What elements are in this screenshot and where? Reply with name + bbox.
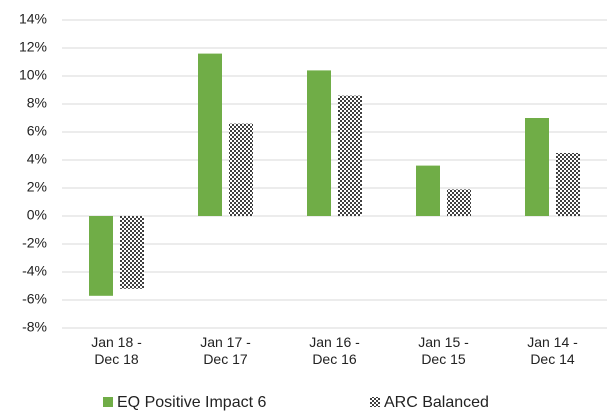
y-tick-label: 10% [19,67,47,83]
bar [525,118,549,216]
bar [89,216,113,296]
bar [416,165,440,216]
bar [229,123,253,216]
x-tick-label: Jan 17 - Dec 17 [200,334,251,367]
bar [447,189,471,216]
y-tick-label: -4% [22,263,47,279]
legend-swatch [370,397,380,407]
bar [556,153,580,216]
bar [120,216,144,289]
y-tick-label: 8% [27,95,47,111]
y-tick-label: 14% [19,11,47,27]
y-tick-label: -6% [22,291,47,307]
y-tick-label: 4% [27,151,47,167]
x-tick-label: Jan 14 - Dec 14 [527,334,578,367]
y-tick-label: 2% [27,179,47,195]
y-tick-label: 6% [27,123,47,139]
x-tick-label: Jan 15 - Dec 15 [418,334,469,367]
bar [198,53,222,216]
bar [338,95,362,216]
legend-label: EQ Positive Impact 6 [117,394,266,411]
y-tick-label: -2% [22,235,47,251]
x-tick-label: Jan 18 - Dec 18 [91,334,142,367]
y-tick-label: -8% [22,319,47,335]
y-tick-label: 12% [19,39,47,55]
y-tick-label: 0% [27,207,47,223]
legend-label: ARC Balanced [384,394,489,411]
x-tick-label: Jan 16 - Dec 16 [309,334,360,367]
legend-swatch [103,397,113,407]
bar [307,70,331,217]
